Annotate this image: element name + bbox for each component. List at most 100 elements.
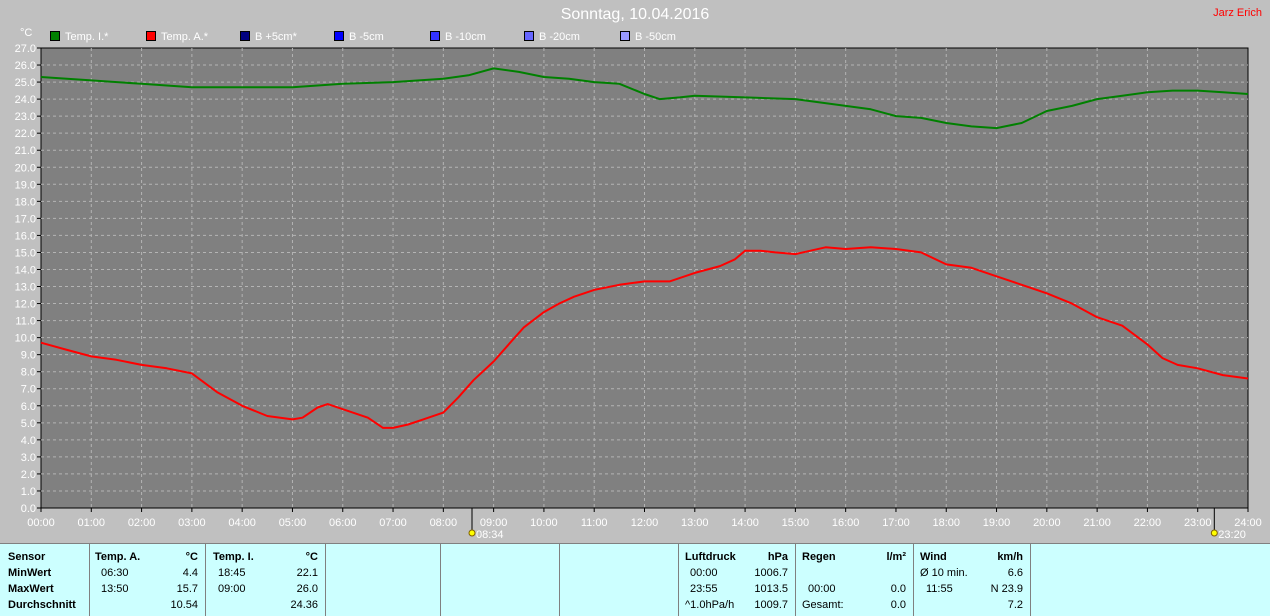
temp-a-min-value: 4.4 <box>182 567 198 579</box>
y-tick-label: 20.0 <box>15 162 36 174</box>
x-tick-label: 18:00 <box>932 517 960 529</box>
pressure-min-time: 00:00 <box>690 567 718 579</box>
max-label: MaxWert <box>8 583 54 595</box>
chart-title: Sonntag, 10.04.2016 <box>560 6 710 23</box>
legend-swatch <box>50 31 60 41</box>
temp-i-header: Temp. I. <box>213 551 254 563</box>
y-tick-label: 18.0 <box>15 196 36 208</box>
y-tick-label: 27.0 <box>15 43 36 55</box>
rain-total-value: 0.0 <box>890 599 906 611</box>
legend-label: B -20cm <box>539 31 580 43</box>
legend-label: B -10cm <box>445 31 486 43</box>
wind-avg-value: 6.6 <box>1007 567 1023 579</box>
legend-label: B +5cm* <box>255 31 297 43</box>
y-tick-label: 16.0 <box>15 230 36 242</box>
legend-item: B -50cm <box>620 31 676 43</box>
avg-label: Durchschnitt <box>8 599 76 611</box>
pressure-trend-label: ^1.0hPa/h <box>685 599 735 611</box>
pressure-max-value: 1013.5 <box>754 583 788 595</box>
min-label: MinWert <box>8 567 52 579</box>
legend-item: B -5cm <box>334 31 384 43</box>
pressure-min-value: 1006.7 <box>754 567 788 579</box>
legend-label: B -50cm <box>635 31 676 43</box>
sun-icon <box>1210 529 1218 537</box>
x-tick-label: 21:00 <box>1083 517 1111 529</box>
x-tick-label: 06:00 <box>329 517 357 529</box>
legend-swatch <box>240 31 250 41</box>
y-tick-label: 13.0 <box>15 282 36 294</box>
markers: 08:34 23:20 <box>468 508 1246 541</box>
pressure-header: Luftdruck <box>685 551 736 563</box>
x-tick-label: 04:00 <box>228 517 256 529</box>
temp-a-header: Temp. A. <box>95 551 141 563</box>
x-tick-label: 13:00 <box>681 517 709 529</box>
legend-swatch <box>430 31 440 41</box>
x-tick-label: 10:00 <box>530 517 558 529</box>
x-tick-label: 11:00 <box>581 517 608 529</box>
legend-item: B -10cm <box>430 31 486 43</box>
rain-time: 00:00 <box>808 583 836 595</box>
legend-item: B +5cm* <box>240 31 297 43</box>
x-tick-label: 22:00 <box>1134 517 1162 529</box>
wind-daily-avg-value: 7.2 <box>1007 599 1023 611</box>
author-label: Jarz Erich <box>1213 7 1262 19</box>
x-tick-label: 24:00 <box>1234 517 1262 529</box>
y-tick-label: 4.0 <box>21 435 36 447</box>
y-tick-label: 3.0 <box>21 452 36 464</box>
legend-item: Temp. A.* <box>146 31 208 43</box>
legend-item: Temp. I.* <box>50 31 108 43</box>
y-tick-label: 25.0 <box>15 77 36 89</box>
sensor-header: Sensor <box>8 551 46 563</box>
x-tick-label: 14:00 <box>731 517 759 529</box>
legend-swatch <box>334 31 344 41</box>
y-axis-label: °C <box>20 27 32 39</box>
y-tick-label: 26.0 <box>15 60 36 72</box>
x-tick-label: 00:00 <box>27 517 55 529</box>
x-tick-label: 19:00 <box>983 517 1011 529</box>
y-axis: 0.0 1.0 2.0 3.0 4.0 5.0 6.0 7.0 8.0 9.0 10.0 11.0 12… <box>15 43 41 515</box>
y-tick-label: 1.0 <box>21 486 36 498</box>
temperature-chart: 0.0 1.0 2.0 3.0 4.0 5.0 6.0 7.0 8.0 9.0 10.0 11.0 12… <box>15 27 1262 541</box>
y-tick-label: 19.0 <box>15 179 36 191</box>
y-tick-label: 14.0 <box>15 264 36 276</box>
x-tick-label: 09:00 <box>480 517 508 529</box>
y-tick-label: 21.0 <box>15 145 36 157</box>
temp-a-max-value: 15.7 <box>176 583 198 595</box>
wind-header: Wind <box>920 551 947 563</box>
y-tick-label: 0.0 <box>21 503 36 515</box>
x-tick-label: 15:00 <box>782 517 810 529</box>
y-tick-label: 22.0 <box>15 128 36 140</box>
rain-value: 0.0 <box>890 583 906 595</box>
legend-label: Temp. A.* <box>161 31 209 43</box>
y-tick-label: 2.0 <box>21 469 36 481</box>
y-tick-label: 5.0 <box>21 418 36 430</box>
temp-i-avg-value: 24.36 <box>290 599 318 611</box>
wind-gust-time: 11:55 <box>926 583 953 595</box>
temp-i-min-time: 18:45 <box>218 567 246 579</box>
temp-a-max-time: 13:50 <box>101 583 129 595</box>
legend-label: Temp. I.* <box>65 31 109 43</box>
rain-unit: l/m² <box>886 551 906 563</box>
x-tick-label: 03:00 <box>178 517 206 529</box>
x-tick-label: 12:00 <box>631 517 659 529</box>
grid <box>41 48 1248 508</box>
legend-swatch <box>620 31 630 41</box>
y-tick-label: 12.0 <box>15 299 36 311</box>
y-tick-label: 11.0 <box>15 316 36 328</box>
temp-a-unit: °C <box>185 551 198 563</box>
temp-i-max-time: 09:00 <box>218 583 246 595</box>
series-line <box>40 246 1249 429</box>
x-tick-label: 05:00 <box>279 517 307 529</box>
y-tick-label: 7.0 <box>21 384 36 396</box>
marker-label: 08:34 <box>476 529 504 541</box>
sun-icon <box>468 529 476 537</box>
wind-gust-value: N 23.9 <box>990 583 1023 595</box>
legend-label: B -5cm <box>349 31 384 43</box>
y-tick-label: 17.0 <box>15 213 36 225</box>
y-tick-label: 15.0 <box>15 247 36 259</box>
y-tick-label: 9.0 <box>21 350 36 362</box>
y-tick-label: 23.0 <box>15 111 36 123</box>
y-tick-label: 24.0 <box>15 94 36 106</box>
y-tick-label: 6.0 <box>21 401 36 413</box>
rain-total-label: Gesamt: <box>802 599 844 611</box>
